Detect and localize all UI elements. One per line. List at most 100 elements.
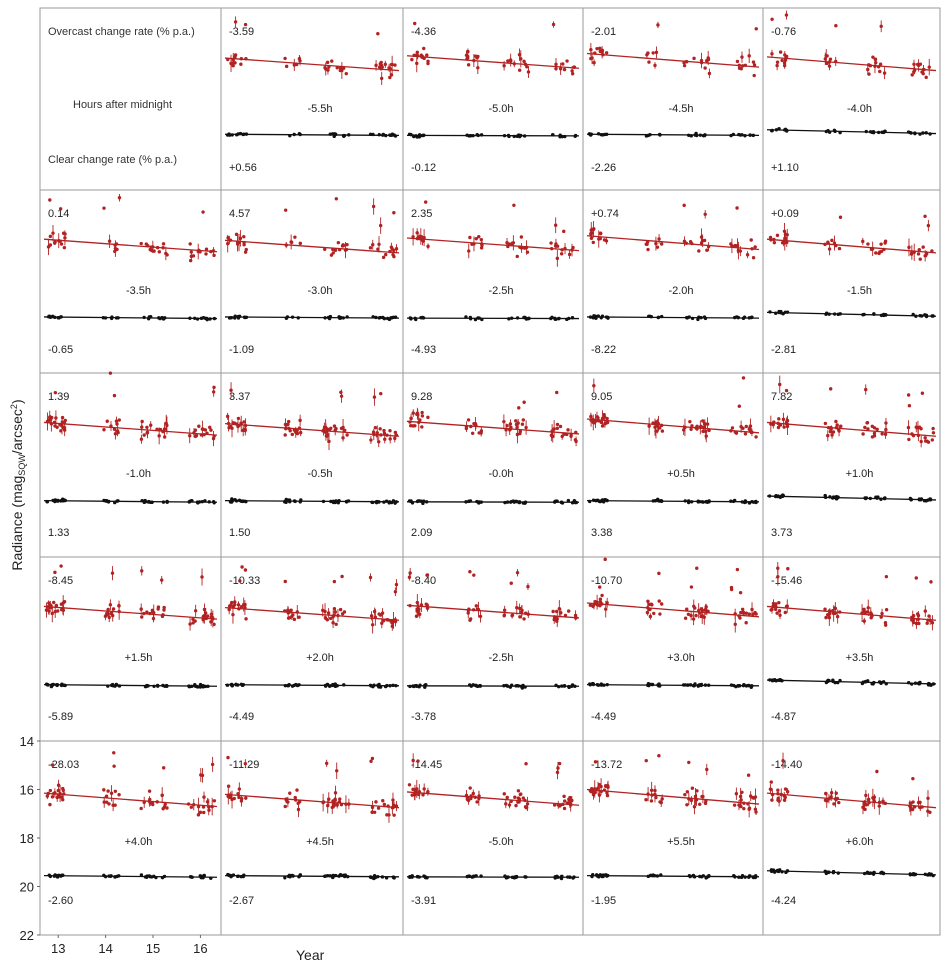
clear-point <box>471 133 475 138</box>
clear-point <box>292 132 296 137</box>
clear-point <box>655 874 660 878</box>
overcast-point <box>549 246 554 251</box>
panel: -13.72 +5.5h -1.95 <box>586 754 760 907</box>
panel: -8.40 -2.5h -3.78 <box>406 568 580 723</box>
overcast-point <box>875 769 879 774</box>
overcast-point <box>155 245 160 250</box>
clear-point <box>413 684 417 688</box>
overcast-point <box>753 245 757 249</box>
overcast-point <box>600 602 604 606</box>
clear-point <box>50 683 54 687</box>
overcast-point <box>865 610 870 614</box>
overcast-point <box>924 75 928 80</box>
overcast-point <box>780 58 784 63</box>
clear-point <box>868 496 873 501</box>
overcast-rate-label: 4.57 <box>229 208 250 220</box>
clear-point <box>784 870 788 875</box>
clear-point <box>868 130 873 134</box>
overcast-point <box>372 810 377 814</box>
overcast-point <box>776 788 780 792</box>
clear-point <box>106 684 110 688</box>
clear-point <box>193 316 197 320</box>
overcast-point <box>649 799 654 803</box>
clear-point <box>331 873 335 878</box>
overcast-point <box>56 609 60 613</box>
panel: 3.37 -0.5h 1.50 <box>224 382 400 539</box>
overcast-point <box>690 786 695 790</box>
clear-point <box>60 873 65 878</box>
clear-point <box>515 316 520 320</box>
clear-rate-label: -2.81 <box>771 344 796 356</box>
clear-point <box>225 683 230 687</box>
clear-point <box>373 875 378 880</box>
clear-point <box>832 312 837 316</box>
clear-point <box>702 315 707 319</box>
clear-point <box>690 316 695 321</box>
overcast-point <box>909 801 913 805</box>
clear-point <box>862 312 866 317</box>
overcast-point <box>931 426 935 431</box>
overcast-point <box>158 427 163 432</box>
clear-point <box>424 500 429 504</box>
overcast-point <box>145 425 149 430</box>
clear-point <box>233 314 237 318</box>
overcast-point <box>875 427 879 432</box>
clear-point <box>233 498 237 502</box>
overcast-point <box>295 431 300 436</box>
panel: 4.57 -3.0h -1.09 <box>224 197 400 356</box>
clear-point <box>604 132 609 136</box>
overcast-trend-line <box>406 791 580 806</box>
hour-label: +2.0h <box>306 652 334 664</box>
overcast-point <box>566 428 570 432</box>
overcast-point <box>682 61 686 65</box>
clear-point <box>599 682 603 686</box>
hour-label: +5.5h <box>667 836 695 848</box>
overcast-point <box>198 810 203 815</box>
clear-point <box>241 132 245 137</box>
overcast-point <box>910 807 915 812</box>
overcast-point <box>202 432 206 437</box>
clear-point <box>332 134 336 139</box>
overcast-point <box>505 424 509 428</box>
clear-point <box>107 874 111 878</box>
clear-point <box>690 500 694 504</box>
clear-point <box>513 875 517 879</box>
overcast-point <box>508 427 512 431</box>
clear-point <box>506 875 510 879</box>
clear-point <box>737 684 742 688</box>
legend-hours-label: Hours after midnight <box>73 99 172 111</box>
overcast-point <box>877 800 882 805</box>
overcast-rate-label: 0.14 <box>48 208 69 220</box>
clear-point <box>563 134 567 139</box>
overcast-point <box>287 426 291 431</box>
clear-point <box>114 316 119 320</box>
clear-point <box>53 499 57 504</box>
overcast-point <box>293 235 297 239</box>
panel: 0.14 -3.5h -0.65 <box>43 194 218 356</box>
clear-point <box>208 317 212 321</box>
hour-label: -0.0h <box>488 468 513 480</box>
overcast-point <box>659 242 664 246</box>
overcast-point <box>58 207 63 211</box>
overcast-point <box>520 422 525 426</box>
overcast-rate-label: -10.33 <box>229 575 260 587</box>
clear-point <box>880 130 884 134</box>
overcast-point <box>836 427 841 432</box>
overcast-point <box>165 253 169 257</box>
overcast-point <box>695 427 699 431</box>
overcast-point <box>737 614 741 618</box>
clear-point <box>777 310 781 315</box>
clear-point <box>291 874 295 878</box>
clear-point <box>906 130 911 134</box>
overcast-trend-line <box>766 238 937 254</box>
overcast-point <box>102 206 106 210</box>
clear-point <box>929 683 933 687</box>
legend-clear-label: Clear change rate (% p.a.) <box>48 154 177 166</box>
panel: 9.05 +0.5h 3.38 <box>586 376 760 539</box>
panel: -10.70 +3.0h -4.49 <box>586 557 760 723</box>
clear-point <box>505 500 510 504</box>
overcast-point <box>425 573 430 577</box>
overcast-point <box>754 27 758 31</box>
clear-point <box>479 874 483 878</box>
clear-point <box>824 312 828 317</box>
